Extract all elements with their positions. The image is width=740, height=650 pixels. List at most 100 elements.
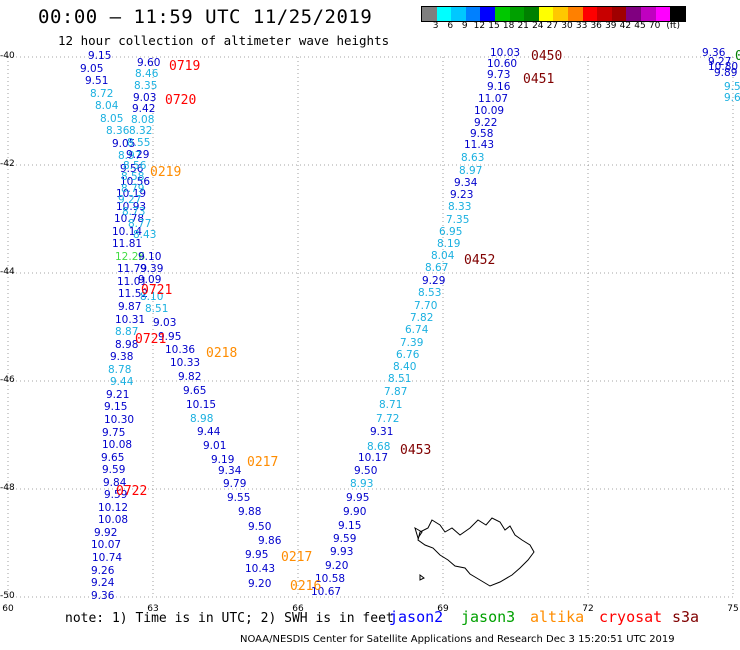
wave-height-point: 10.78 xyxy=(114,213,145,226)
scale-swatch xyxy=(509,7,525,21)
wave-height-point: 9.15 xyxy=(104,401,128,414)
wave-height-point: 9.16 xyxy=(487,81,511,93)
wave-height-point: 7.35 xyxy=(446,214,470,226)
wave-height-point: 11.01 xyxy=(117,275,148,288)
orbit-number-label: 0450 xyxy=(531,49,563,64)
wave-height-point: 12.26 xyxy=(115,250,146,263)
wave-height-point: 9.27 xyxy=(708,56,732,68)
orbit-number-label: 0453 xyxy=(400,443,432,458)
island-outline xyxy=(417,517,535,587)
wave-height-point: 9.31 xyxy=(370,426,394,438)
wave-height-point: 8.87 xyxy=(115,326,139,339)
legend-item-jason2: jason2 xyxy=(389,608,444,626)
wave-height-point: 9.19 xyxy=(211,454,235,466)
wave-height-point: 8.93 xyxy=(350,478,374,490)
scale-swatch xyxy=(626,7,641,21)
orbit-number-label: 0721 xyxy=(141,283,173,298)
scale-swatch xyxy=(553,7,568,21)
wave-height-point: 9.51 xyxy=(85,75,109,88)
wave-height-point: 7.82 xyxy=(410,312,434,324)
wave-height-point: 9.58 xyxy=(470,128,494,140)
wave-height-point: 9.88 xyxy=(238,506,262,518)
wave-height-point: 9.39 xyxy=(140,263,164,275)
lat-label: -44 xyxy=(0,267,15,277)
wave-height-point: 8.58 xyxy=(121,171,145,183)
wave-height-point: 8.97 xyxy=(459,165,483,177)
wave-height-point: 10.19 xyxy=(116,188,147,201)
wave-height-point: 8.67 xyxy=(425,262,449,274)
wave-height-point: 8.19 xyxy=(437,238,461,250)
scale-swatch xyxy=(465,7,481,21)
scale-label: 70 xyxy=(648,21,661,31)
wave-height-point: 8.56 xyxy=(123,160,147,172)
wave-height-point: 9.65 xyxy=(101,451,125,464)
wave-height-point: 10.58 xyxy=(315,573,346,585)
wave-height-point: 8.46 xyxy=(135,68,159,80)
orbit-number-label: 0721 xyxy=(135,332,167,347)
legend-item-jason3: jason3 xyxy=(461,608,516,626)
wave-height-point: 8.97 xyxy=(118,150,142,163)
wave-height-point: 10.93 xyxy=(116,200,147,213)
scale-swatch xyxy=(451,7,466,21)
legend-item-altika: altika xyxy=(530,608,585,626)
wave-height-point: 7.72 xyxy=(376,413,400,425)
orbit-number-label: 0219 xyxy=(150,165,182,180)
wave-height-point: 11.07 xyxy=(478,93,509,105)
wave-height-point: 9.24 xyxy=(91,577,115,590)
wave-height-point: 10.12 xyxy=(98,501,129,514)
scale-label: 39 xyxy=(605,21,617,31)
wave-height-point: 8.40 xyxy=(393,361,417,373)
wave-height-point: 8.51 xyxy=(388,373,412,385)
wave-height-point: 11.52 xyxy=(118,288,149,301)
wave-height-point: 9.42 xyxy=(132,103,156,115)
wave-height-point: 10.30 xyxy=(104,413,135,426)
scale-label: 9 xyxy=(461,21,468,31)
wave-height-point: 9.84 xyxy=(103,476,127,489)
wave-height-point: 10.09 xyxy=(474,105,505,117)
scale-label: 21 xyxy=(517,21,529,31)
wave-height-point: 10.67 xyxy=(311,586,342,598)
lon-label: 72 xyxy=(582,604,594,614)
scale-label: (ft) xyxy=(666,21,680,31)
wave-height-point: 10.56 xyxy=(120,175,151,188)
wave-height-point: 9.95 xyxy=(346,492,370,504)
scale-label: 12 xyxy=(473,21,486,31)
wave-height-point: 8.35 xyxy=(134,80,158,92)
wave-height-point: 9.50 xyxy=(248,521,272,533)
scale-swatch xyxy=(670,7,685,21)
scale-label: 15 xyxy=(488,21,500,31)
wave-height-point: 9.75 xyxy=(102,426,126,439)
wave-height-point: 10.08 xyxy=(102,439,133,452)
wave-height-point: 9.89 xyxy=(714,67,738,79)
wave-height-point: 9.20 xyxy=(248,578,272,590)
wave-height-point: 9.34 xyxy=(454,177,478,189)
wave-height-point: 8.73 xyxy=(122,206,146,218)
wave-height-point: 9.55 xyxy=(227,492,251,504)
scale-label: 45 xyxy=(634,21,646,31)
wave-height-point: 11.81 xyxy=(112,238,143,251)
wave-height-point: 10.33 xyxy=(170,357,201,369)
wave-height-point: 9.15 xyxy=(338,520,362,532)
wave-height-point: 8.36 xyxy=(106,125,130,138)
wave-height-point: 9.44 xyxy=(197,426,221,438)
wave-height-point: 9.86 xyxy=(258,535,282,547)
scale-label: 30 xyxy=(561,21,573,31)
orbit-number-label: 0217 xyxy=(247,455,279,470)
wave-height-point: 10.74 xyxy=(92,552,123,564)
wave-height-point: 9.95 xyxy=(245,549,269,561)
footer-note: note: 1) Time is in UTC; 2) SWH is in fe… xyxy=(65,611,394,626)
wave-height-point: 9.26 xyxy=(91,564,115,577)
scale-label: 3 xyxy=(432,21,439,31)
lat-label: -48 xyxy=(0,483,15,493)
wave-height-point: 7.87 xyxy=(384,386,408,398)
lon-label: 60 xyxy=(2,604,14,614)
scale-swatch xyxy=(436,7,452,21)
wave-height-point: 8.55 xyxy=(127,137,151,149)
wave-height-point: 9.34 xyxy=(218,465,242,477)
wave-height-point: 9.90 xyxy=(343,506,367,518)
wave-height-point: 8.05 xyxy=(100,112,124,125)
scale-swatch xyxy=(567,7,583,21)
wave-height-point: 11.79 xyxy=(117,263,148,276)
scale-swatch xyxy=(524,7,539,21)
